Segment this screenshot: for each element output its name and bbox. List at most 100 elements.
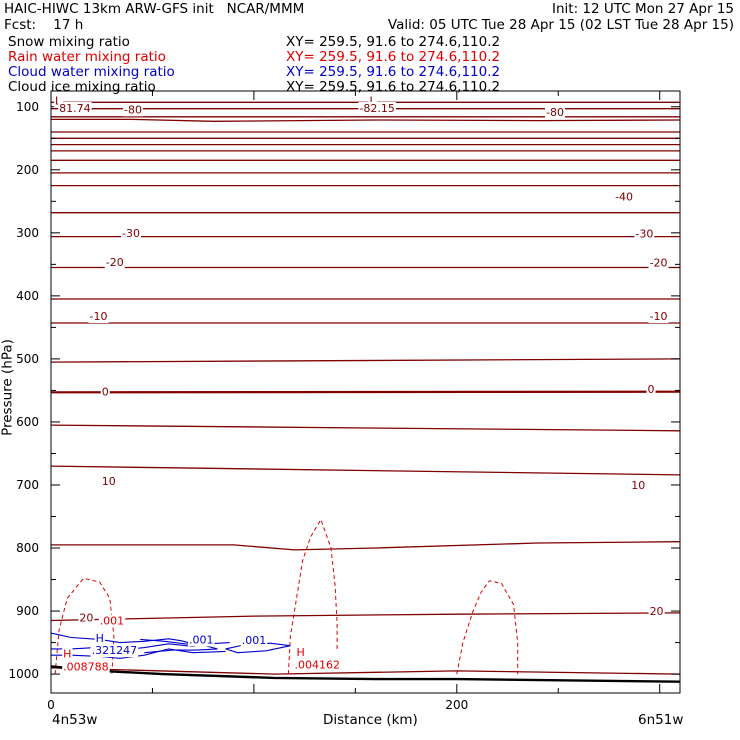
isotherm-label-bg: [100, 475, 117, 489]
isotherm-label-bg: [648, 310, 669, 324]
rain-label-bg: [98, 614, 126, 628]
cloud-water-contour-line: [140, 638, 218, 654]
isotherm-label-bg: [648, 605, 665, 619]
plot-frame: [50, 90, 681, 694]
ground-surface-line: [50, 665, 681, 683]
legend-rain-label: Rain water mixing ratio: [8, 49, 166, 65]
cloud-water-label-bg: [94, 632, 105, 646]
isotherm-label: 10: [631, 479, 645, 492]
isotherm-label-bg: [100, 385, 110, 399]
forecast-hour: Fcst: 17 h: [4, 17, 84, 33]
isotherm-label-bg: [78, 611, 95, 625]
plot-title: HAIC-HIWC 13km ARW-GFS init NCAR/MMM: [4, 1, 305, 17]
low-marker: L: [55, 94, 62, 107]
low-marker-bg: [54, 94, 64, 108]
isotherm-label: -20: [650, 256, 668, 269]
legend-cloud-water-label: Cloud water mixing ratio: [8, 64, 175, 80]
isotherm-line: [50, 612, 681, 622]
isotherm-label-bg: [634, 227, 655, 241]
rain-label-bg: [295, 646, 306, 660]
rain-label: .001: [100, 615, 125, 628]
extremum-value: 81.74: [59, 102, 91, 115]
isotherm-label: -80: [124, 103, 142, 116]
rain-label: .004162: [294, 659, 340, 672]
y-tick-label: 300: [16, 226, 39, 240]
isotherm-label: 20: [79, 611, 93, 624]
legend-cloud-water-xy: XY= 259.5, 91.6 to 274.6,110.2: [286, 64, 501, 80]
legend-snow-xy: XY= 259.5, 91.6 to 274.6,110.2: [286, 34, 501, 50]
extremum-value: -82.15: [359, 102, 394, 115]
cloud-water-label-bg: [187, 633, 215, 647]
isotherm-line: [51, 118, 681, 122]
extremum-value-bg: [358, 102, 396, 116]
rain-contour-line: [456, 580, 519, 675]
y-tick-label: 1000: [8, 667, 39, 681]
isotherm-label-bg: [545, 105, 566, 119]
rain-label-bg: [62, 647, 73, 661]
isotherm-label-bg: [123, 103, 144, 117]
x-right-endpoint-label: 6n51w: [638, 712, 684, 728]
x-axis-label: Distance (km): [323, 712, 418, 728]
isotherm-label: 10: [102, 475, 116, 488]
legend-snow-label: Snow mixing ratio: [8, 34, 130, 50]
isotherm-label: -80: [546, 106, 564, 119]
cloud-water-label-bg: [240, 634, 268, 648]
cloud-water-label: .001: [189, 633, 214, 646]
isotherm-label-bg: [648, 256, 669, 270]
rain-label: H: [297, 646, 305, 659]
rain-contour-line: [287, 518, 338, 675]
isotherm-line: [50, 465, 681, 476]
y-tick-label: 900: [16, 604, 39, 618]
y-tick-label: 100: [16, 100, 39, 114]
y-tick-label: 600: [16, 415, 39, 429]
isotherm-label: 0: [648, 383, 655, 396]
cloud-water-label: .321247: [92, 644, 138, 657]
isotherm-line: [51, 541, 681, 551]
rain-label-bg: [62, 660, 110, 674]
isotherm-line: [50, 390, 681, 394]
x-left-endpoint-label: 4n53w: [52, 712, 98, 728]
isotherm-label-bg: [121, 226, 141, 240]
cloud-water-label: H: [96, 632, 104, 645]
y-axis-label: Pressure (hPa): [0, 339, 16, 436]
low-marker-bg: [368, 94, 378, 108]
isotherm-line: [50, 424, 681, 432]
isotherm-label-bg: [614, 190, 635, 204]
cloud-water-label-bg: [90, 644, 139, 658]
isotherm-label: 0: [102, 386, 109, 399]
rain-label: H: [63, 647, 71, 660]
cloud-water-contour-line: [50, 632, 194, 645]
rain-label-bg: [293, 658, 341, 672]
isotherm-label-bg: [88, 310, 109, 324]
y-tick-label: 200: [16, 163, 39, 177]
x-tick-label: 200: [445, 698, 468, 712]
rain-label: .008788: [63, 661, 109, 674]
legend-rain-xy: XY= 259.5, 91.6 to 274.6,110.2: [286, 49, 501, 65]
isotherm-label: -30: [122, 227, 140, 240]
isotherm-label-bg: [104, 255, 125, 269]
y-tick-label: 400: [16, 289, 39, 303]
cloud-water-label: .001: [242, 634, 267, 647]
contour-layer: [50, 101, 681, 683]
isotherm-line: [50, 358, 681, 363]
isotherm-label: 20: [650, 605, 664, 618]
isotherm-label: -20: [106, 256, 124, 269]
isotherm-label: -40: [615, 190, 633, 203]
valid-time: Valid: 05 UTC Tue 28 Apr 15 (02 LST Tue …: [387, 17, 734, 33]
isotherm-label: -10: [650, 310, 668, 323]
init-time: Init: 12 UTC Mon 27 Apr 15: [552, 1, 734, 17]
isotherm-label-bg: [646, 383, 656, 397]
isotherm-label: -30: [635, 227, 653, 240]
y-tick-label: 700: [16, 478, 39, 492]
isotherm-label-bg: [630, 478, 647, 492]
extremum-value-bg: [58, 102, 92, 116]
isotherm-label: -10: [90, 310, 108, 323]
isotherm-line: [50, 667, 681, 675]
y-tick-label: 800: [16, 541, 39, 555]
x-tick-label: 0: [47, 698, 55, 712]
rain-contour-line: [54, 577, 115, 675]
low-marker: L: [370, 94, 377, 107]
